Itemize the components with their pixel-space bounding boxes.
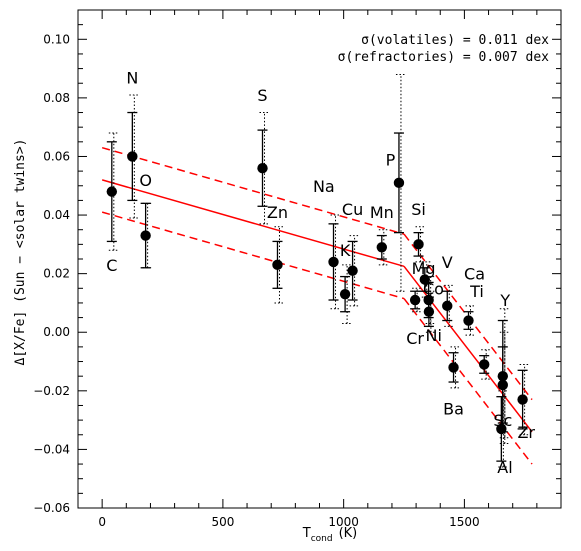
fit-line-refractories: [403, 265, 533, 433]
point-ba: [448, 362, 459, 373]
label-al: Al: [497, 458, 512, 477]
point-k: [339, 288, 351, 300]
point-y: [497, 370, 508, 382]
point-n: [127, 151, 138, 162]
y-tick-label: 0.08: [43, 91, 70, 105]
point-c: [106, 186, 118, 197]
point-zn: [272, 259, 283, 271]
label-mg: Mg: [412, 259, 436, 278]
point-al: [496, 423, 507, 435]
point-na: [328, 256, 339, 268]
point-zr: [517, 394, 528, 405]
point-p: [393, 177, 405, 189]
label-cu: Cu: [342, 200, 363, 219]
label-c: C: [106, 256, 117, 275]
point-ca: [463, 315, 474, 326]
label-v: V: [442, 253, 453, 272]
point-sc: [497, 379, 508, 391]
label-cr: Cr: [406, 329, 424, 348]
point-mn: [376, 242, 388, 253]
x-tick-label: 1500: [449, 515, 480, 529]
point-v: [442, 300, 453, 312]
label-co: Co: [423, 279, 444, 298]
label-si: Si: [411, 200, 426, 219]
data-points: [106, 151, 528, 435]
point-si: [413, 239, 424, 250]
plot-frame: [77, 9, 562, 509]
label-sc: Sc: [493, 411, 512, 430]
label-ni: Ni: [426, 326, 442, 345]
y-tick-label: −0.02: [33, 384, 70, 398]
label-o: O: [139, 171, 152, 190]
x-axis-label: Tcond (K): [302, 526, 358, 544]
fit-band-upper-volatiles: [101, 146, 405, 235]
label-y: Y: [499, 291, 510, 310]
label-ti: Ti: [469, 282, 484, 301]
label-zr: Zr: [517, 423, 535, 442]
plot-border: [77, 9, 562, 509]
sigma-volatiles-annotation: σ(volatiles) = 0.011 dex: [361, 33, 549, 48]
x-axis-label-sub: cond: [311, 534, 333, 544]
x-axis-label-unit: (K): [339, 526, 358, 541]
point-mg: [419, 274, 430, 285]
label-ca: Ca: [464, 265, 485, 284]
y-axis-label: Δ[X/Fe] (Sun − <solar twins>): [13, 139, 28, 366]
y-tick-label: −0.04: [33, 442, 70, 456]
point-o: [140, 230, 151, 241]
point-cu: [347, 265, 358, 276]
label-k: K: [340, 241, 351, 260]
y-tick-label: 0.00: [43, 325, 70, 339]
x-tick-label: 1000: [328, 515, 359, 529]
y-tick-label: −0.06: [33, 501, 70, 515]
point-co: [423, 294, 434, 306]
y-tick-label: 0.04: [43, 208, 70, 222]
label-ba: Ba: [443, 399, 464, 418]
label-na: Na: [313, 177, 335, 196]
label-mn: Mn: [370, 203, 394, 222]
x-tick-label: 0: [98, 515, 106, 529]
y-tick-label: 0.02: [43, 267, 70, 281]
label-n: N: [126, 68, 138, 87]
x-axis-label-main: T: [302, 526, 311, 541]
x-tick-label: 500: [211, 515, 234, 529]
y-tick-label: 0.06: [43, 149, 70, 163]
label-s: S: [257, 86, 267, 105]
label-zn: Zn: [267, 203, 288, 222]
y-tick-label: 0.10: [43, 32, 70, 46]
sigma-refractories-annotation: σ(refractories) = 0.007 dex: [338, 50, 549, 65]
point-cr: [409, 294, 421, 306]
fit-band-lower-refractories: [403, 298, 533, 465]
fit-band-lower-volatiles: [101, 211, 405, 300]
label-p: P: [386, 150, 396, 169]
point-ti: [479, 359, 490, 370]
axis-ticks: 0 500 1000 1500 −0.06 −0.04 −0.02 0.00 0.02 0.04 0…: [33, 9, 562, 529]
fit-line-volatiles: [101, 179, 405, 268]
point-ni: [423, 306, 435, 317]
point-s: [257, 162, 268, 174]
